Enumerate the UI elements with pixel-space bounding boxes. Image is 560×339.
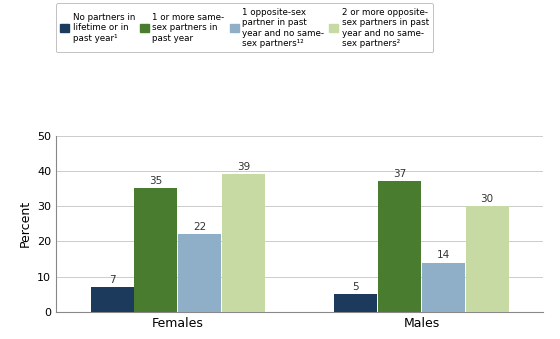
Text: 22: 22	[193, 222, 206, 232]
Bar	[134, 188, 178, 312]
Legend: No partners in
lifetime or in
past year¹, 1 or more same-
sex partners in
past y: No partners in lifetime or in past year¹…	[56, 3, 433, 52]
Text: 7: 7	[109, 275, 115, 285]
Text: 14: 14	[437, 251, 450, 260]
Text: 35: 35	[150, 176, 162, 186]
Bar	[91, 287, 133, 312]
Bar	[178, 234, 221, 312]
Text: 30: 30	[480, 194, 494, 204]
Bar	[422, 262, 465, 312]
Bar	[222, 174, 265, 312]
Text: 5: 5	[352, 282, 359, 292]
Bar	[378, 181, 421, 312]
Text: 37: 37	[393, 169, 406, 179]
Y-axis label: Percent: Percent	[18, 200, 31, 247]
Text: 39: 39	[237, 162, 250, 172]
Bar	[466, 206, 508, 312]
Bar	[334, 294, 377, 312]
